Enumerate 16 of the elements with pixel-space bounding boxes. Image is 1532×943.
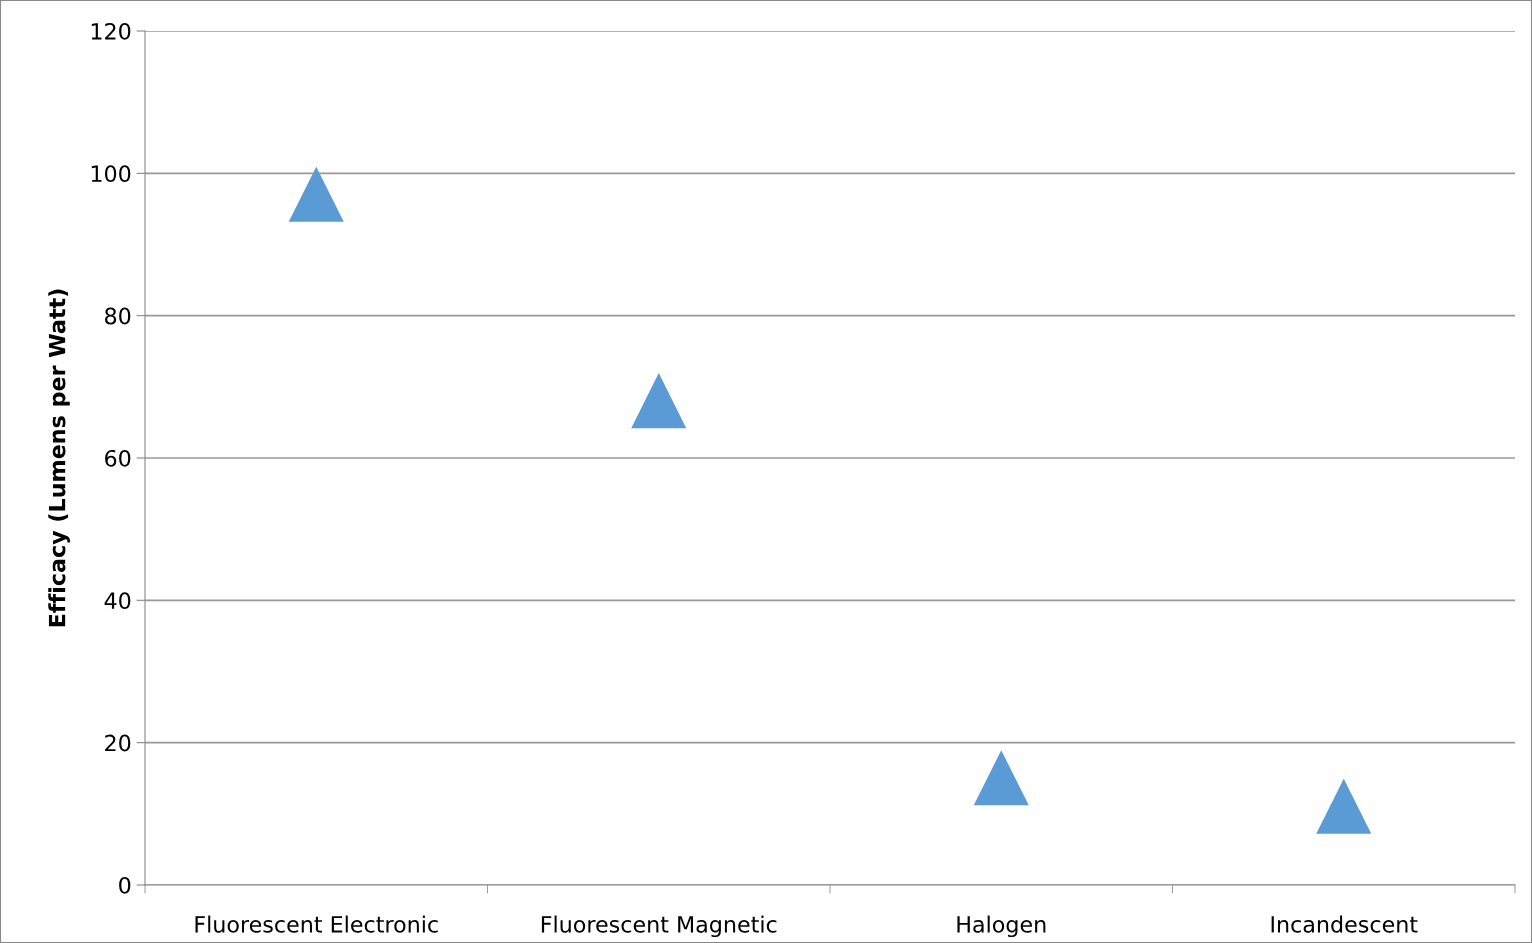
y-tick-label: 60 <box>105 449 131 467</box>
point <box>974 751 1029 806</box>
point <box>289 167 344 222</box>
x-tick-label: Fluorescent Magnetic <box>541 915 777 938</box>
y-axis-title: Efficacy (Lumens per Watt) <box>48 289 70 627</box>
y-tick-label: 40 <box>104 592 131 610</box>
point <box>631 373 686 429</box>
point <box>1316 779 1371 834</box>
y-tick-label: 80 <box>105 307 131 325</box>
x-tick-label: Halogen <box>957 915 1046 938</box>
y-tick-label: 120 <box>91 22 131 40</box>
x-tick-label: Incandescent <box>1271 915 1418 933</box>
y-tick-label: 100 <box>91 165 131 183</box>
y-tick-label: 0 <box>119 876 131 894</box>
y-tick-label: 20 <box>105 734 131 752</box>
x-tick-label: Fluorescent Electronic <box>195 915 438 933</box>
